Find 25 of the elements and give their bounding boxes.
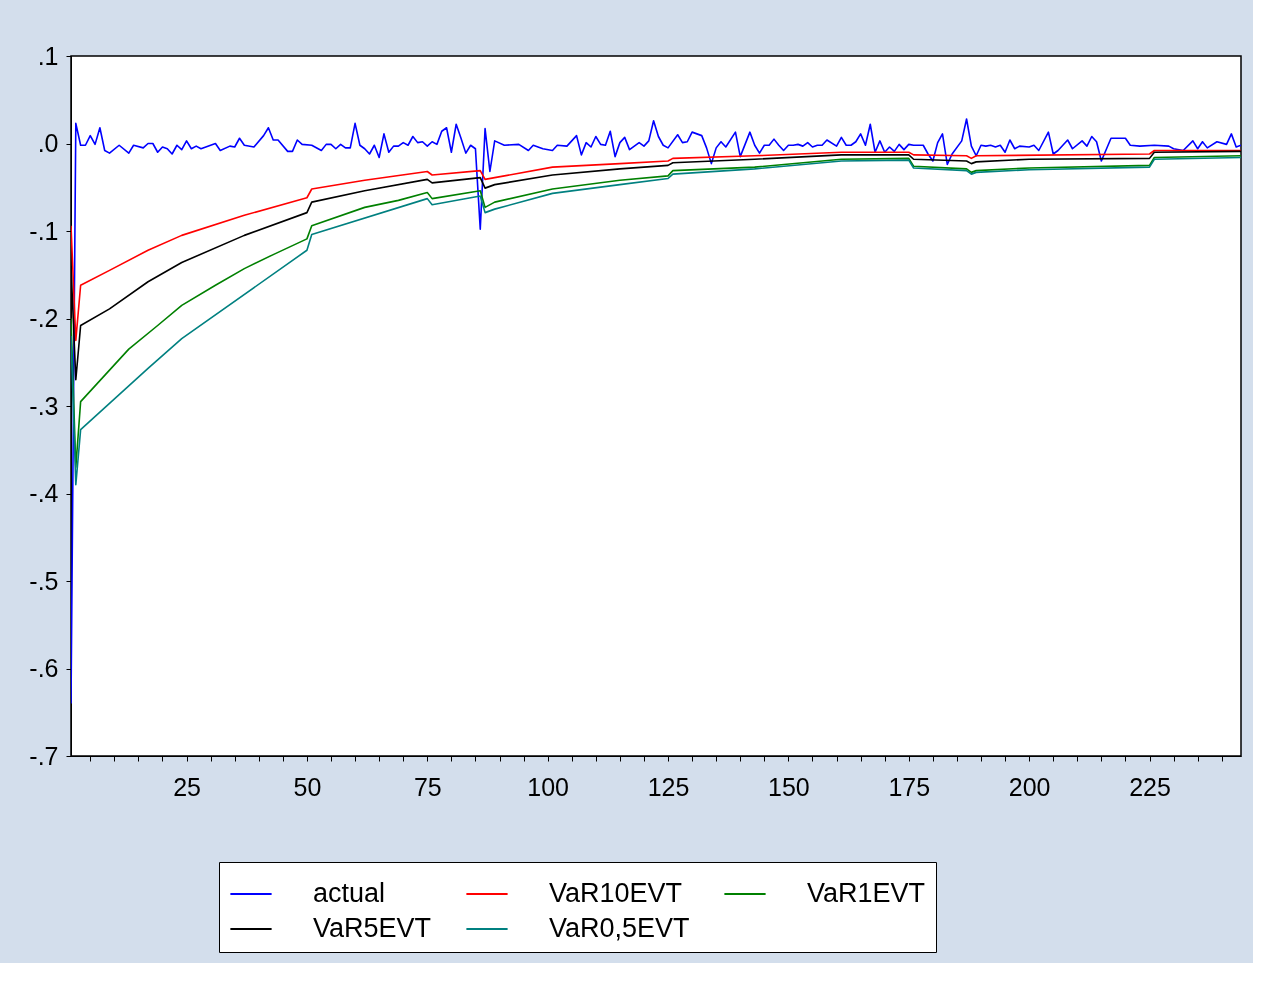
- y-tick-label: .1: [37, 41, 59, 70]
- line-series: [71, 149, 1241, 342]
- x-tick-label: 225: [1129, 772, 1171, 801]
- x-tick-label: 200: [1008, 772, 1051, 801]
- y-tick-label: -.5: [29, 566, 59, 595]
- x-tick-label: 75: [413, 772, 442, 801]
- x-tick-label: 175: [888, 772, 931, 801]
- line-series: [71, 118, 1241, 705]
- y-tick-label: .0: [37, 129, 59, 157]
- legend-label: VaR10EVT: [549, 878, 683, 908]
- legend-label: actual: [313, 878, 386, 908]
- y-tick-label: -.6: [29, 654, 59, 682]
- y-tick-label: -.3: [29, 391, 59, 420]
- legend-label: VaR5EVT: [313, 913, 432, 943]
- x-tick-label: 50: [293, 772, 322, 801]
- x-tick-label: 150: [768, 772, 810, 801]
- x-tick-label: 100: [527, 772, 570, 801]
- x-tick-label: 125: [647, 772, 690, 801]
- y-tick-label: -.7: [29, 741, 59, 770]
- y-tick-label: -.1: [29, 216, 59, 245]
- y-tick-label: -.2: [29, 304, 59, 332]
- x-tick-label: 25: [173, 772, 201, 801]
- legend-label: VaR0,5EVT: [549, 913, 690, 943]
- y-tick-label: -.4: [29, 479, 59, 507]
- legend-label: VaR1EVT: [807, 878, 926, 908]
